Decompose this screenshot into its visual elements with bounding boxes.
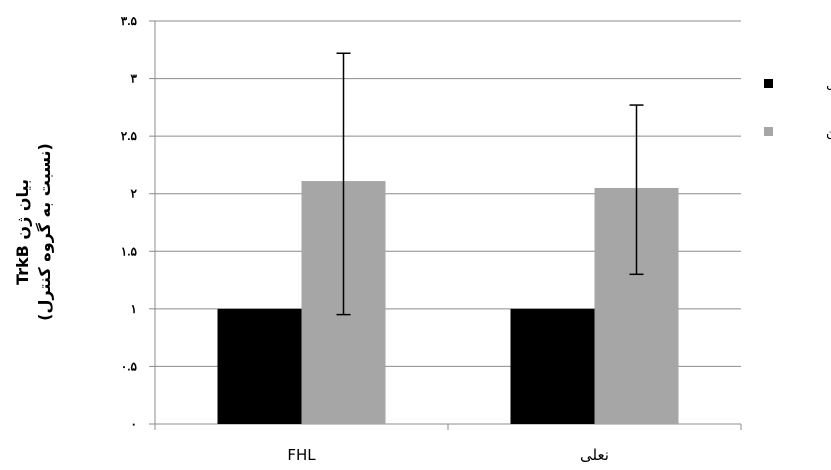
y-axis-title: بیان ژن TrkB (نسبت به گروه کنترل) <box>13 143 54 321</box>
bar <box>510 308 595 424</box>
bar <box>217 308 302 424</box>
y-tick-label: ۳ <box>131 72 138 86</box>
legend-swatch <box>764 79 773 88</box>
y-tick-label: ۲ <box>131 187 138 201</box>
y-tick-label: ٠ <box>131 417 137 431</box>
bars <box>217 181 679 424</box>
x-tick-label: نعلی <box>580 446 609 464</box>
x-tick-label: FHL <box>287 446 316 464</box>
y-tick-label: ٠.۵ <box>121 359 138 373</box>
y-tick-label: ۱ <box>131 302 137 316</box>
legend-label: تمرین <box>826 125 831 140</box>
legend-label: کنترل <box>826 77 831 92</box>
x-tick-labels: FHL نعلی <box>287 446 609 464</box>
legend-swatch <box>764 127 773 136</box>
error-bars <box>336 52 644 316</box>
y-tick-label: ۳.۵ <box>121 14 138 28</box>
y-tick-label: ۱.۵ <box>121 244 138 258</box>
y-tick-label: ۲.۵ <box>121 129 138 143</box>
y-axis-title-line1: بیان ژن TrkB <box>13 179 32 285</box>
y-tick-labels: ٠ ٠.۵ ۱ ۱.۵ ۲ ۲.۵ ۳ ۳.۵ <box>121 14 138 431</box>
legend: کنترل تمرین <box>764 77 831 140</box>
y-axis-title-line2: (نسبت به گروه کنترل) <box>35 143 54 321</box>
